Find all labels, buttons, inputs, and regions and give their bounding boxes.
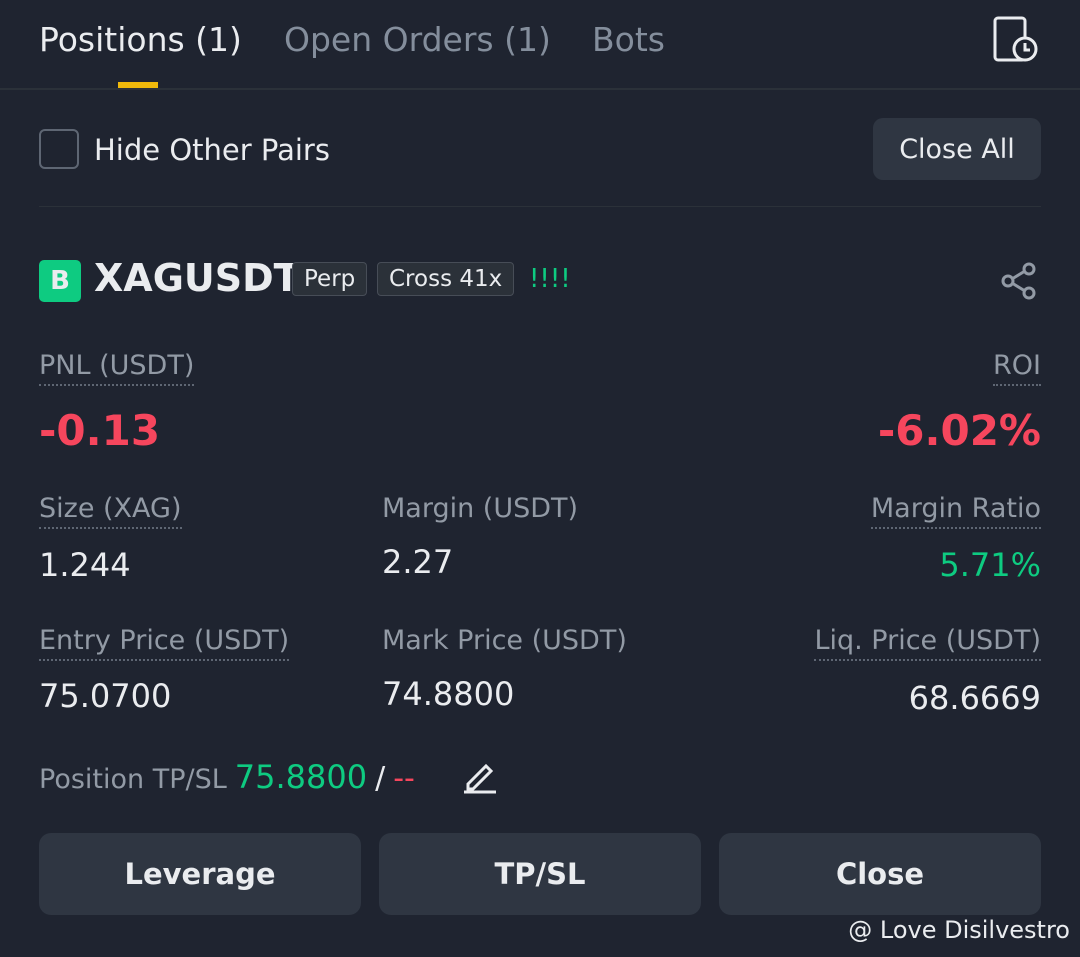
checkbox[interactable]: [39, 129, 79, 169]
field-value: 74.8800: [382, 675, 515, 713]
tab[interactable]: Bots: [592, 20, 665, 59]
action-button[interactable]: Close: [719, 833, 1041, 915]
field-label: Entry Price (USDT): [39, 625, 290, 661]
close-all-button[interactable]: Close All: [873, 118, 1041, 180]
tag: Cross 41x: [377, 262, 515, 296]
field-label: Liq. Price (USDT): [814, 625, 1041, 661]
field-value: 75.0700: [39, 677, 172, 715]
separator: /: [375, 761, 386, 796]
field-label: Margin Ratio: [870, 493, 1041, 529]
history-icon[interactable]: [990, 16, 1040, 66]
roi-value: -6.02%: [877, 406, 1041, 455]
field-value: 2.27: [382, 543, 454, 581]
sl-value: --: [393, 761, 415, 796]
field-label: Margin (USDT): [382, 493, 579, 524]
share-icon[interactable]: [1000, 262, 1038, 300]
field-label: Mark Price (USDT): [382, 625, 627, 656]
pnl-label: PNL (USDT): [39, 350, 195, 386]
edit-icon[interactable]: [460, 756, 500, 796]
field-value: 5.71%: [939, 546, 1041, 584]
pnl-value: -0.13: [39, 406, 161, 455]
checkbox-label: Hide Other Pairs: [94, 133, 330, 167]
divider: [0, 88, 1080, 90]
tab-indicator: [118, 82, 158, 88]
tpsl-label: Position TP/SL: [39, 764, 227, 795]
action-button[interactable]: Leverage: [39, 833, 361, 915]
tag: Perp: [292, 262, 368, 296]
tp-value: 75.8800: [234, 758, 368, 796]
badge: B: [39, 260, 81, 302]
tab[interactable]: Positions (1): [39, 20, 242, 59]
field-value: 1.244: [39, 546, 131, 584]
divider: [39, 206, 1041, 207]
symbol: XAGUSDT: [94, 256, 300, 300]
action-button[interactable]: TP/SL: [379, 833, 701, 915]
tab[interactable]: Open Orders (1): [284, 20, 551, 59]
watermark: @ Love Disilvestro: [848, 916, 1070, 944]
roi-label: ROI: [993, 350, 1041, 386]
signal: !!!!: [529, 264, 571, 294]
tpsl-row: Position TP/SL 75.8800 / --: [39, 758, 415, 796]
field-label: Size (XAG): [39, 493, 182, 529]
field-value: 68.6669: [908, 679, 1041, 717]
